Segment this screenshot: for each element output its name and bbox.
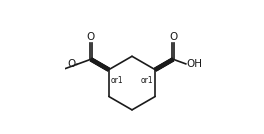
Text: OH: OH (187, 59, 202, 69)
Text: O: O (68, 59, 76, 69)
Text: O: O (169, 32, 177, 42)
Text: or1: or1 (140, 76, 153, 85)
Text: O: O (87, 32, 95, 42)
Text: or1: or1 (111, 76, 124, 85)
